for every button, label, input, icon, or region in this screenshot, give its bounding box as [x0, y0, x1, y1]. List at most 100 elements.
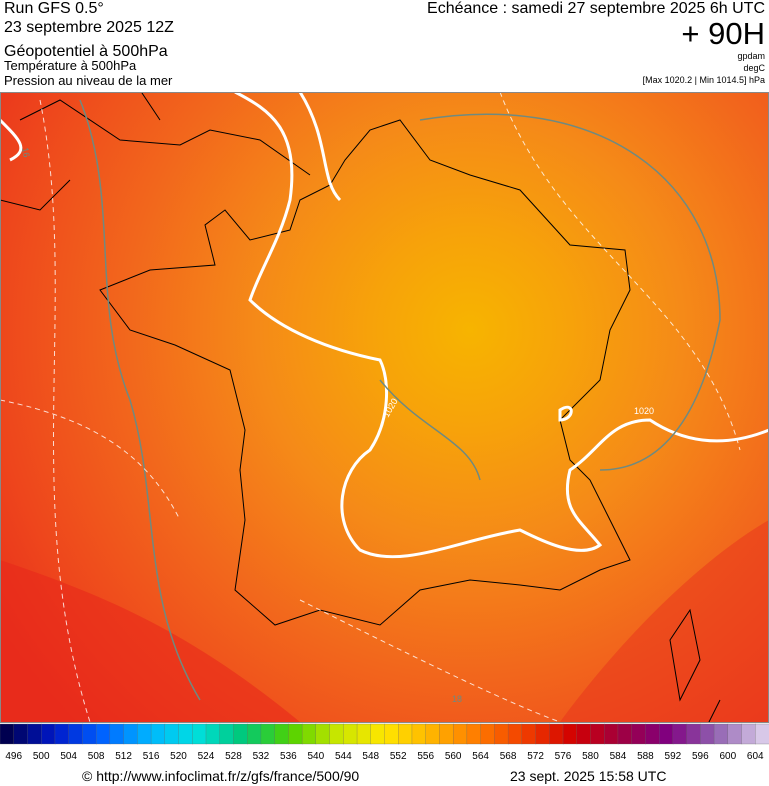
unit-label: degC	[743, 63, 765, 73]
run-date: 23 septembre 2025 12Z	[4, 19, 174, 36]
colorbar: 496 500 504 508 512 516 520 524 528 532 536 540 544 5…	[0, 723, 769, 762]
colorbar-label: 536	[280, 751, 297, 762]
colorbar-label: 504	[60, 751, 77, 762]
colorbar-label: 580	[582, 751, 599, 762]
colorbar-swatch	[356, 723, 372, 745]
footer: © http://www.infoclimat.fr/z/gfs/france/…	[82, 768, 666, 784]
colorbar-swatch	[453, 723, 468, 745]
colorbar-swatch	[370, 723, 386, 745]
map: 1020 1020 18 16	[0, 92, 769, 722]
colorbar-label: 524	[198, 751, 215, 762]
colorbar-swatch	[741, 723, 756, 745]
colorbar-swatch	[247, 723, 262, 745]
colorbar-swatch	[233, 723, 248, 745]
valid-time: Echéance : samedi 27 septembre 2025 6h U…	[427, 0, 765, 17]
unit-label: gpdam	[737, 51, 765, 61]
colorbar-label: 512	[115, 751, 132, 762]
colorbar-swatch	[631, 723, 647, 745]
colorbar-swatch	[137, 723, 152, 745]
colorbar-label: 540	[307, 751, 324, 762]
colorbar-label: 596	[692, 751, 709, 762]
colorbar-swatch	[205, 723, 221, 745]
colorbar-label: 532	[253, 751, 270, 762]
colorbar-swatch	[192, 723, 207, 745]
colorbar-swatch	[549, 723, 564, 745]
lead-time: + 90H	[681, 16, 765, 51]
colorbar-swatch	[398, 723, 413, 745]
colorbar-swatch	[123, 723, 138, 745]
field-label: Température à 500hPa	[4, 58, 137, 73]
contour-label: 1020	[634, 406, 654, 416]
colorbar-label: 544	[335, 751, 352, 762]
colorbar-label: 548	[362, 751, 379, 762]
colorbar-swatch	[562, 723, 578, 745]
colorbar-swatch	[658, 723, 674, 745]
colorbar-swatch	[713, 723, 729, 745]
field-shade	[0, 560, 300, 722]
contour-label: 18	[452, 694, 462, 704]
colorbar-label: 588	[637, 751, 654, 762]
colorbar-label: 572	[527, 751, 544, 762]
field-shade	[560, 520, 769, 722]
colorbar-label: 564	[472, 751, 489, 762]
colorbar-label: 592	[665, 751, 682, 762]
run-label: Run GFS 0.5°	[4, 0, 104, 17]
colorbar-label: 508	[88, 751, 105, 762]
colorbar-swatch	[301, 723, 317, 745]
colorbar-swatch	[411, 723, 427, 745]
colorbar-swatch	[288, 723, 303, 745]
coastline	[0, 92, 311, 211]
contour-label: 16	[20, 147, 32, 159]
colorbar-swatch	[384, 723, 399, 745]
header: Run GFS 0.5° 23 septembre 2025 12Z Géopo…	[4, 0, 766, 88]
colorbar-swatch	[645, 723, 660, 745]
colorbar-label: 552	[390, 751, 407, 762]
colorbar-swatch	[755, 723, 769, 745]
colorbar-swatch	[686, 723, 701, 745]
colorbar-swatch	[590, 723, 605, 745]
pressure-range: [Max 1020.2 | Min 1014.5] hPa	[643, 75, 765, 85]
colorbar-swatch	[0, 723, 15, 745]
colorbar-swatch	[700, 723, 715, 745]
isobar	[0, 92, 573, 422]
colorbar-swatch	[466, 723, 482, 745]
colorbar-label: 576	[555, 751, 572, 762]
corsica	[669, 608, 721, 722]
colorbar-swatch	[68, 723, 84, 745]
colorbar-swatch	[576, 723, 592, 745]
colorbar-label: 528	[225, 751, 242, 762]
colorbar-label: 520	[170, 751, 187, 762]
colorbar-swatch	[109, 723, 125, 745]
isotherm	[79, 99, 721, 701]
colorbar-label: 568	[500, 751, 517, 762]
colorbar-swatch	[315, 723, 331, 745]
colorbar-swatch	[13, 723, 29, 745]
colorbar-swatch	[343, 723, 358, 745]
colorbar-swatch	[329, 723, 344, 745]
colorbar-swatch	[27, 723, 42, 745]
colorbar-swatch	[672, 723, 688, 745]
colorbar-swatch	[727, 723, 743, 745]
colorbar-swatch	[521, 723, 537, 745]
colorbar-swatch	[164, 723, 180, 745]
colorbar-swatch	[219, 723, 235, 745]
colorbar-swatch	[95, 723, 111, 745]
colorbar-label: 516	[143, 751, 160, 762]
colorbar-swatch	[41, 723, 56, 745]
colorbar-label: 560	[445, 751, 462, 762]
colorbar-swatch	[260, 723, 276, 745]
colorbar-swatch	[54, 723, 70, 745]
colorbar-swatch	[604, 723, 619, 745]
isobar	[234, 92, 769, 559]
colorbar-swatch	[480, 723, 496, 745]
france-outline	[99, 119, 631, 626]
colorbar-swatch	[150, 723, 166, 745]
field-label: Pression au niveau de la mer	[4, 73, 173, 88]
colorbar-swatch	[494, 723, 509, 745]
colorbar-swatch	[178, 723, 193, 745]
colorbar-swatch	[82, 723, 97, 745]
field-label: Géopotentiel à 500hPa	[4, 43, 168, 60]
colorbar-label: 500	[33, 751, 50, 762]
colorbar-swatch	[507, 723, 523, 745]
